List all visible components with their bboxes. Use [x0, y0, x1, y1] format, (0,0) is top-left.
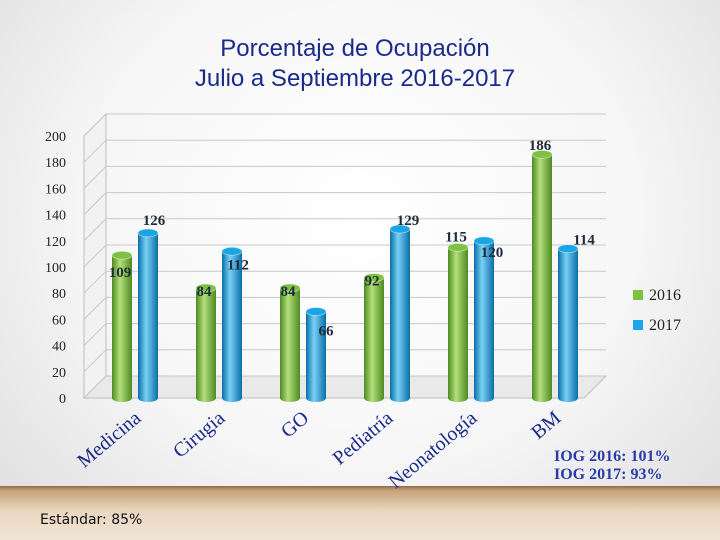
legend-swatch-2017: [633, 320, 643, 330]
bar-2016-2-base: [280, 394, 300, 402]
bar-2017-3-top: [389, 224, 411, 234]
bar-2016-3-body: [364, 277, 384, 398]
data-label-2016: 109: [109, 265, 132, 281]
y-tick-label: 0: [59, 392, 66, 407]
bar-2017-3-body: [390, 229, 410, 398]
bar-2017-2-top: [305, 307, 327, 316]
bar-2016-2-top: [279, 283, 301, 293]
y-tick-label: 20: [52, 366, 66, 381]
bar-2016-5-top: [531, 149, 553, 159]
chart-title-line-1: Porcentaje de Ocupación: [220, 35, 490, 62]
data-label-2016: 92: [365, 273, 380, 289]
chart-floor: [82, 375, 608, 399]
y-tick-label: 120: [45, 235, 66, 250]
gridline: [83, 244, 606, 268]
x-tick-label: BM: [527, 407, 565, 444]
bar-2016-1-base: [196, 394, 216, 402]
bar-2017-3-base: [390, 394, 410, 402]
floor-band: [0, 486, 720, 540]
data-label-2016: 115: [445, 229, 467, 245]
bar-2017-4-body: [474, 240, 494, 398]
bar-2017-2-body: [306, 311, 326, 398]
bar-2016-4-base: [448, 394, 468, 402]
bar-2017-0-top: [137, 228, 159, 238]
data-label-2016: 84: [197, 284, 213, 300]
gridline: [83, 296, 606, 320]
gridline: [83, 165, 606, 189]
bar-2016-3-base: [364, 394, 384, 402]
bar-2016-1-body: [196, 287, 216, 398]
bar-2017-0-body: [138, 232, 158, 398]
iog-summary: IOG 2016: 101% IOG 2017: 93%: [554, 448, 670, 484]
bar-2017-1-body: [222, 251, 242, 398]
bar-2017-0-base: [138, 394, 158, 402]
x-tick-label: Cirugia: [169, 407, 229, 462]
bar-2017-4-base: [474, 394, 494, 402]
iog-2016: IOG 2016: 101%: [554, 448, 671, 465]
legend-label-2017: 2017: [649, 317, 681, 334]
y-tick-label: 140: [45, 209, 66, 224]
gridline: [83, 375, 606, 399]
data-label-2017: 126: [143, 213, 166, 229]
y-tick-label: 160: [45, 182, 66, 197]
legend-swatch-2016: [633, 290, 643, 300]
gridline: [83, 192, 606, 215]
data-label-2017: 114: [573, 233, 595, 249]
bar-2017-1-top: [221, 246, 243, 256]
chart-title: Porcentaje de Ocupación Julio a Septiemb…: [0, 34, 710, 94]
bar-2016-4-top: [447, 242, 469, 252]
standard-note: Estándar: 85%: [40, 512, 143, 528]
data-label-2017: 112: [227, 257, 249, 273]
gridline: [83, 139, 606, 163]
y-tick-label: 80: [52, 287, 66, 302]
bar-2016-4-body: [448, 247, 468, 398]
y-tick-label: 60: [52, 313, 66, 328]
bar-2016-0-body: [112, 255, 132, 398]
x-tick-label: GO: [277, 407, 313, 442]
gridline: [83, 218, 606, 242]
data-label-2017: 129: [397, 213, 420, 229]
legend-label-2016: 2016: [649, 287, 681, 304]
data-label-2017: 66: [319, 324, 335, 340]
iog-2017: IOG 2017: 93%: [554, 466, 663, 483]
bar-2017-4-top: [473, 236, 495, 246]
y-tick-label: 100: [45, 261, 66, 276]
data-label-2016: 84: [281, 284, 297, 300]
gridline: [83, 113, 606, 137]
bar-2017-1-base: [222, 394, 242, 402]
y-tick-label: 180: [45, 156, 66, 171]
bar-2016-0-base: [112, 394, 132, 402]
bar-2016-5-body: [532, 154, 552, 398]
bar-2016-5-base: [532, 394, 552, 402]
bar-2017-5-top: [557, 244, 579, 254]
bar-2016-0-top: [111, 250, 133, 260]
y-tick-label: 40: [52, 340, 66, 355]
x-tick-label: Medicina: [73, 407, 145, 472]
gridline: [83, 349, 606, 373]
x-tick-label: Pediatría: [329, 407, 398, 470]
data-label-2017: 120: [481, 245, 504, 261]
gridline: [83, 270, 606, 294]
y-tick-label: 200: [45, 130, 66, 145]
gridline: [83, 323, 606, 346]
x-tick-label: Neonatología: [385, 407, 482, 493]
bar-2016-3-top: [363, 273, 385, 282]
bar-2016-1-top: [195, 283, 217, 293]
bar-2017-2-base: [306, 394, 326, 402]
bar-2017-5-body: [558, 248, 578, 398]
data-label-2016: 186: [529, 138, 552, 154]
chart-title-line-2: Julio a Septiembre 2016-2017: [194, 65, 516, 92]
bar-2016-2-body: [280, 287, 300, 398]
bar-2017-5-base: [558, 394, 578, 402]
